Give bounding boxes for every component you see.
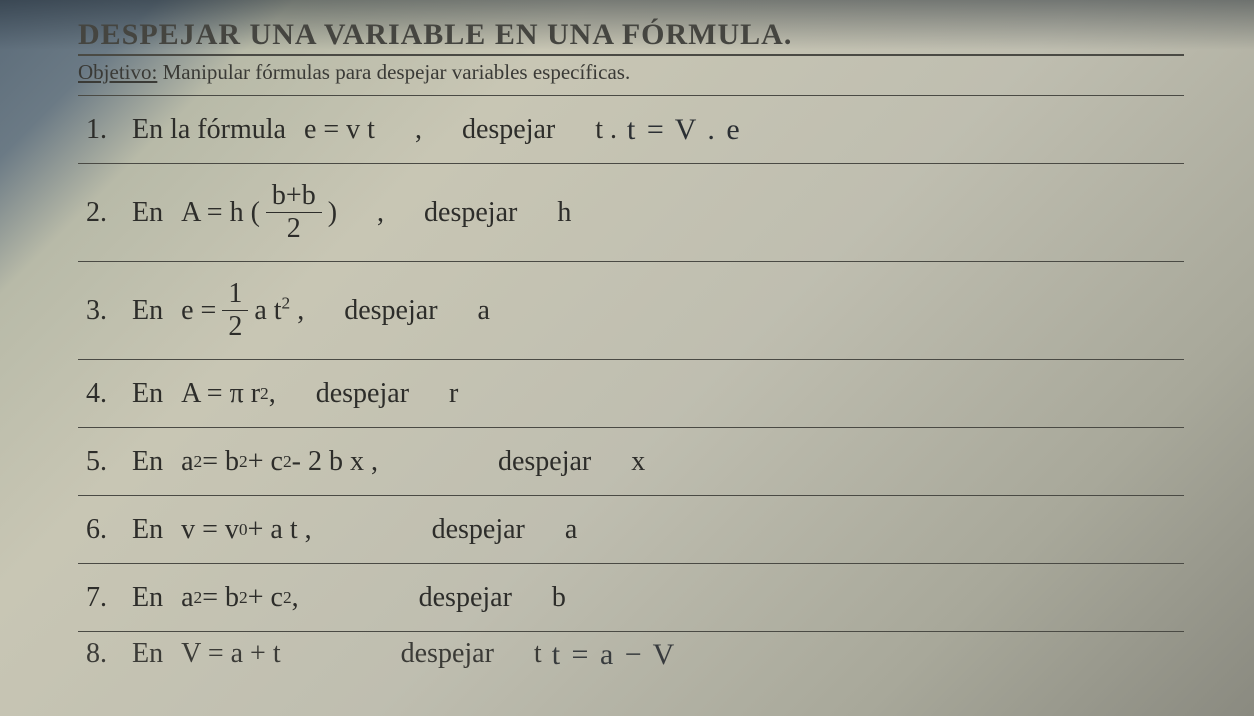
problem-row: 6. En v = v0 + a t , despejar a (78, 496, 1184, 564)
formula: A = h ( b+b 2 ) (181, 182, 337, 243)
target-variable: b (552, 582, 566, 614)
handwritten-answer: t = a − V (552, 638, 677, 672)
comma: , (377, 197, 384, 229)
problem-number: 8. (86, 638, 132, 670)
target-variable: r (449, 378, 458, 410)
lead-text: En (132, 582, 163, 614)
formula-pre: A = h ( (181, 197, 260, 229)
formula: A = π r2 , (181, 378, 276, 410)
problem-row-cutoff: 8. En V = a + t despejar t t = a − V (78, 632, 1184, 678)
fraction-numer: 1 (222, 280, 248, 311)
lead-text: En (132, 638, 163, 670)
title-underline (78, 54, 1184, 56)
lead-text: En (132, 514, 163, 546)
formula: V = a + t (181, 638, 281, 670)
objective-line: Objetivo: Manipular fórmulas para despej… (78, 60, 1184, 85)
formula-pre: e = (181, 295, 216, 327)
lead-text: En (132, 446, 163, 478)
fraction: b+b 2 (266, 182, 322, 243)
target-variable: a (478, 295, 490, 327)
handwritten-answer: t = V . e (627, 113, 742, 147)
target-variable: x (631, 446, 645, 478)
target-variable: t . (595, 114, 617, 146)
problem-number: 2. (86, 197, 132, 229)
action-word: despejar (462, 114, 555, 146)
lead-text: En (132, 197, 163, 229)
comma: , (415, 114, 422, 146)
problem-row: 1. En la fórmula e = v t , despejar t . … (78, 96, 1184, 164)
fraction-numer: b+b (266, 182, 322, 213)
formula-post: ) (328, 197, 337, 229)
problems-table: 1. En la fórmula e = v t , despejar t . … (78, 95, 1184, 678)
formula: e = 1 2 a t2 , (181, 280, 304, 341)
action-word: despejar (344, 295, 437, 327)
target-variable: a (565, 514, 577, 546)
formula: e = v t (304, 114, 375, 146)
target-variable: t (534, 638, 542, 670)
problem-number: 4. (86, 378, 132, 410)
problem-number: 5. (86, 446, 132, 478)
action-word: despejar (424, 197, 517, 229)
problem-number: 3. (86, 295, 132, 327)
problem-row: 5. En a2 = b2 + c2 - 2 b x , despejar x (78, 428, 1184, 496)
problem-row: 7. En a2 = b2 + c2 , despejar b (78, 564, 1184, 632)
lead-text: En la fórmula (132, 114, 286, 146)
problem-number: 1. (86, 114, 132, 146)
action-word: despejar (316, 378, 409, 410)
fraction-denom: 2 (228, 311, 242, 341)
action-word: despejar (419, 582, 512, 614)
action-word: despejar (401, 638, 494, 670)
fraction: 1 2 (222, 280, 248, 341)
worksheet-page: DESPEJAR UNA VARIABLE EN UNA FÓRMULA. Ob… (0, 0, 1254, 678)
problem-number: 6. (86, 514, 132, 546)
objective-label: Objetivo: (78, 60, 157, 84)
action-word: despejar (498, 446, 591, 478)
fraction-denom: 2 (287, 213, 301, 243)
target-variable: h (557, 197, 571, 229)
action-word: despejar (432, 514, 525, 546)
objective-text: Manipular fórmulas para despejar variabl… (157, 60, 630, 84)
lead-text: En (132, 378, 163, 410)
formula: v = v0 + a t , (181, 514, 311, 546)
formula: a2 = b2 + c2 - 2 b x , (181, 446, 378, 478)
formula-post: a t2 , (254, 295, 304, 327)
problem-row: 3. En e = 1 2 a t2 , despejar a (78, 262, 1184, 360)
page-title: DESPEJAR UNA VARIABLE EN UNA FÓRMULA. (78, 18, 1184, 52)
lead-text: En (132, 295, 163, 327)
problem-row: 2. En A = h ( b+b 2 ) , despejar h (78, 164, 1184, 262)
problem-row: 4. En A = π r2 , despejar r (78, 360, 1184, 428)
formula: a2 = b2 + c2 , (181, 582, 299, 614)
problem-number: 7. (86, 582, 132, 614)
